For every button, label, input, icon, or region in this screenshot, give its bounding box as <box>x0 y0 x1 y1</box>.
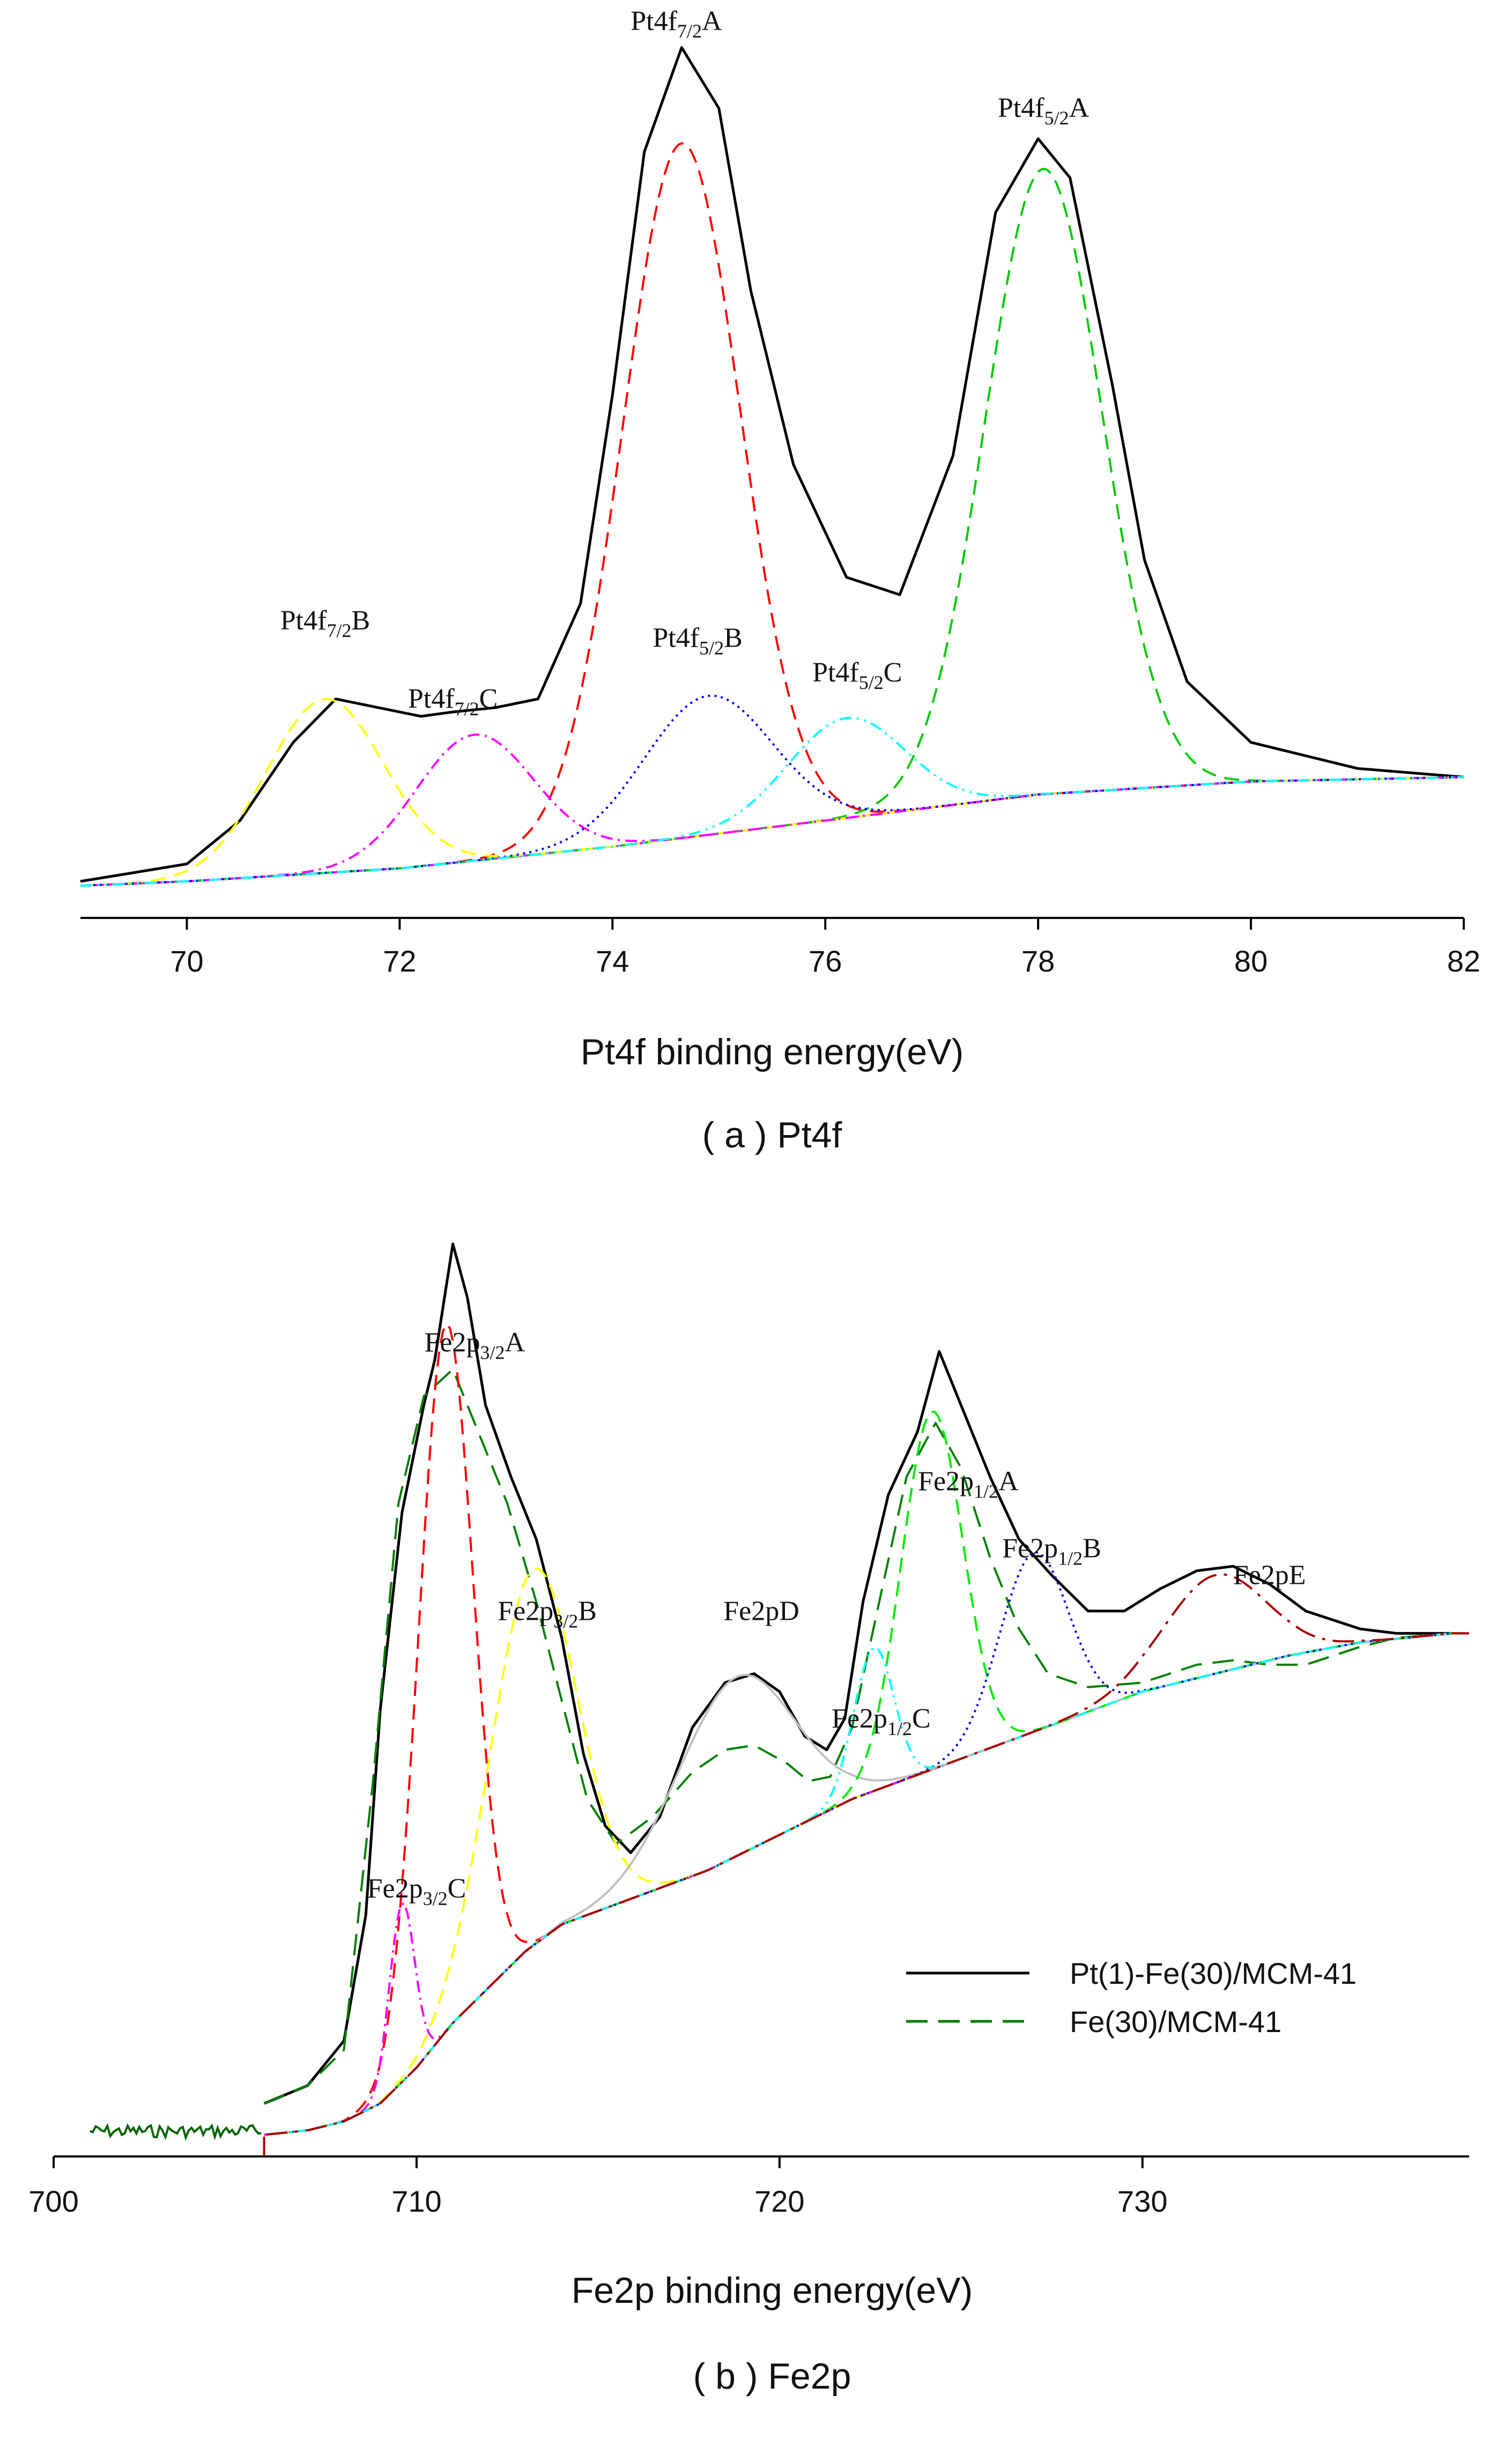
panel-b-tick-label-730: 730 <box>1117 2184 1167 2218</box>
panel-b-peak-label-5: Fe2p1/2B <box>1002 1533 1101 1569</box>
panel-a-tick-label-80: 80 <box>1234 944 1268 978</box>
panel-b-series-pt-1-fe-30-mcm-41 <box>263 1242 1451 2105</box>
legend-label-0: Pt(1)-Fe(30)/MCM-41 <box>1070 1956 1357 1990</box>
panel-a-pt4f: 70 72 74 76 78 80 82 Pt4f7/2APt4f5/2APt4f7/2BP… <box>80 6 1480 1155</box>
panel-a-peak-label-2: Pt4f7/2B <box>280 605 370 641</box>
panel-b-series-fe2p1-2a <box>265 1411 1469 2136</box>
panel-b-xlabel: Fe2p binding energy(eV) <box>572 2270 973 2311</box>
panel-a-caption: ( a ) Pt4f <box>702 1115 842 1155</box>
panel-b-series-fe2p1-2c <box>265 1632 1469 2136</box>
panel-b-peak-label-0: Fe2p3/2A <box>424 1327 525 1363</box>
panel-b-legend: Pt(1)-Fe(30)/MCM-41 Fe(30)/MCM-41 <box>906 1956 1357 2038</box>
panel-b-series-fe2p1-2b <box>265 1551 1469 2136</box>
panel-b-peak-label-4: Fe2p1/2A <box>918 1466 1019 1502</box>
panel-a-series-envelope <box>80 46 1464 883</box>
panel-a-series <box>80 46 1464 887</box>
panel-a-series-pt4f5-2a <box>80 168 1464 887</box>
panel-b-peak-label-7: Fe2pE <box>1233 1560 1306 1591</box>
panel-b-tick-label-700: 700 <box>28 2184 78 2218</box>
panel-b-series-fe2pe <box>265 1573 1469 2136</box>
panel-b-annotations: Fe2p3/2A Fe2p3/2B Fe2p3/2C Fe2pD Fe2p1/2A Fe2… <box>367 1327 1306 1909</box>
panel-a-peak-label-5: Pt4f5/2C <box>812 657 902 693</box>
panel-b-peak-label-6: Fe2p1/2C <box>832 1703 931 1739</box>
panel-a-tick-label-76: 76 <box>809 944 842 978</box>
panel-a-series-pt4f5-2b <box>80 694 1464 887</box>
legend-label-1: Fe(30)/MCM-41 <box>1070 2005 1281 2038</box>
panel-a-tick-label-70: 70 <box>170 944 203 978</box>
panel-b-series-fe-30-mcm-41 <box>263 1368 1451 2105</box>
panel-a-peak-label-4: Pt4f5/2B <box>653 622 742 658</box>
panel-a-series-pt4f7-2b <box>80 698 1464 887</box>
panel-a-tick-label-78: 78 <box>1021 944 1055 978</box>
panel-b-fe2p: 700 710 720 730 Fe2p3/2AFe2p3/2BFe2p3/2CFe2… <box>28 1242 1469 2397</box>
panel-a-annotations: Pt4f7/2A Pt4f5/2A Pt4f7/2B Pt4f7/2C Pt4f5/2B… <box>280 6 1089 720</box>
panel-b-series <box>90 1242 1469 2156</box>
panel-a-xlabel: Pt4f binding energy(eV) <box>581 1032 963 1072</box>
panel-a-series-pt4f5-2c <box>80 716 1464 887</box>
panel-a-tick-label-72: 72 <box>383 944 416 978</box>
panel-a-peak-label-1: Pt4f5/2A <box>998 93 1089 129</box>
panel-a-peak-label-3: Pt4f7/2C <box>408 684 498 720</box>
panel-a-baseline <box>80 776 1464 887</box>
panel-b-peak-label-3: Fe2pD <box>723 1596 799 1626</box>
panel-b-caption: ( b ) Fe2p <box>693 2356 851 2397</box>
panel-a-series-pt4f7-2c <box>80 733 1464 887</box>
panel-a-tick-label-82: 82 <box>1447 944 1480 978</box>
panel-a-ticks: 70 72 74 76 78 80 82 <box>170 918 1480 978</box>
panel-b-peak-label-1: Fe2p3/2B <box>498 1596 597 1632</box>
panel-a-series-pt4f7-2a <box>80 142 1464 887</box>
panel-b-tick-label-720: 720 <box>754 2184 804 2218</box>
panel-a-baseline-line <box>80 776 1464 887</box>
panel-a-tick-label-74: 74 <box>596 944 629 978</box>
panel-b-noise-region <box>90 2123 262 2141</box>
panel-a-peak-label-0: Pt4f7/2A <box>631 6 722 42</box>
panel-b-tick-label-710: 710 <box>391 2184 441 2218</box>
panel-b-ticks: 700 710 720 730 <box>28 2156 1167 2218</box>
panel-b-peak-label-2: Fe2p3/2C <box>367 1873 466 1909</box>
